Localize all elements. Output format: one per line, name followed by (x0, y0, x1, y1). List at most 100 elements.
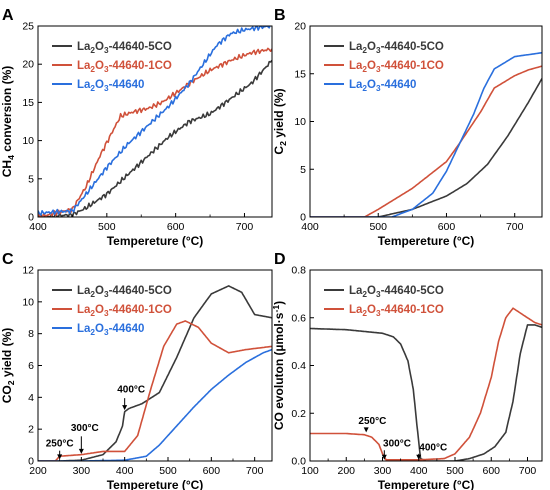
y-tick-label: 5 (300, 164, 306, 176)
y-tick-label: 0.2 (291, 408, 306, 420)
legend-label: La2O3-44640-1CO (349, 304, 444, 318)
y-tick-label: 0.8 (291, 265, 306, 277)
y-axis-label: C2 yield (%) (272, 88, 288, 154)
annotation-arrowhead (363, 427, 369, 433)
annotation-label: 250°C (46, 439, 74, 450)
annotation-arrowhead (78, 448, 84, 454)
panel-D: D 100 200 300 400 500 600 700 0.0 0.2 0.4 0.6 0.8 Tem… (271, 251, 543, 490)
annotation-label: 300°C (71, 423, 99, 434)
x-tick-label: 500 (446, 465, 464, 477)
x-tick-label: 500 (369, 221, 387, 233)
annotation-label: 300°C (383, 439, 411, 450)
y-tick-label: 20 (294, 21, 306, 33)
x-tick-label: 400 (116, 465, 134, 477)
y-tick-label: 10 (22, 135, 34, 147)
plot-frame (37, 25, 273, 218)
y-tick-label: 10 (22, 296, 34, 308)
legend-label: La2O3-44640 (77, 323, 144, 337)
y-tick-label: 15 (294, 68, 306, 80)
annotation-arrowhead (416, 454, 422, 460)
y-tick-label: 4 (28, 392, 34, 404)
series-line-black (310, 324, 542, 461)
panel-B: B 400 500 600 700 0 5 10 15 20 Tempereture (°C) C2 … (272, 7, 543, 248)
y-axis-label: CH4 conversion (%) (0, 66, 16, 178)
series-line-black (38, 59, 272, 217)
annotation-arrowhead (122, 405, 128, 411)
series-group (310, 307, 542, 461)
panel-label: A (2, 7, 14, 24)
series-group (38, 26, 272, 217)
annotation-arrowhead (381, 454, 387, 460)
y-tick-label: 10 (294, 116, 306, 128)
legend: La2O3-44640-5CO La2O3-44640-1CO La2O3-4464… (52, 41, 172, 93)
series-line-red (38, 320, 272, 461)
legend-label: La2O3-44640-5CO (77, 41, 172, 55)
legend: La2O3-44640-5CO La2O3-44640-1CO La2O3-4464… (52, 285, 172, 337)
y-tick-label: 0 (28, 456, 34, 468)
series-line-red (310, 65, 542, 217)
x-axis-label: Tempereture (°C) (107, 478, 204, 490)
panel-C: C 200 300 400 500 600 700 0 2 4 6 8 10 12 Tempereture … (0, 251, 273, 490)
series-line-red (310, 307, 542, 461)
legend-label: La2O3-44640-1CO (77, 60, 172, 74)
y-tick-label: 0 (300, 212, 306, 224)
x-tick-label: 400 (29, 221, 47, 233)
legend-label: La2O3-44640 (77, 79, 144, 93)
y-tick-label: 25 (22, 21, 34, 33)
panel-A: A 400 500 600 700 0 5 10 15 20 25 Tempereture (°C) C… (0, 7, 273, 248)
annotation-label: 400°C (117, 385, 145, 396)
x-tick-label: 200 (29, 465, 47, 477)
y-tick-label: 8 (28, 328, 34, 340)
x-tick-label: 700 (236, 221, 254, 233)
x-tick-label: 300 (374, 465, 392, 477)
series-line-blue (38, 348, 272, 461)
y-tick-label: 2 (28, 424, 34, 436)
x-tick-label: 100 (301, 465, 319, 477)
x-tick-label: 500 (98, 221, 116, 233)
y-axis-label: CO evoluton (µmol·s-1) (271, 301, 286, 430)
legend-label: La2O3-44640-5CO (77, 285, 172, 299)
y-tick-label: 15 (22, 97, 34, 109)
y-tick-label: 12 (22, 265, 34, 277)
legend-label: La2O3-44640-1CO (77, 304, 172, 318)
y-tick-label: 6 (28, 360, 34, 372)
panel-label: D (274, 251, 286, 268)
legend: La2O3-44640-5CO La2O3-44640-1CO (324, 285, 444, 318)
y-tick-label: 0.6 (291, 312, 306, 324)
legend-label: La2O3-44640 (349, 79, 416, 93)
x-tick-label: 300 (73, 465, 91, 477)
series-line-blue (38, 26, 272, 216)
plot-frame (309, 25, 543, 218)
annotations: 250°C 300°C 400°C (358, 416, 447, 460)
y-tick-label: 5 (28, 173, 34, 185)
legend-label: La2O3-44640-5CO (349, 41, 444, 55)
y-tick-label: 0 (28, 212, 34, 224)
x-tick-label: 400 (301, 221, 319, 233)
y-tick-label: 0.0 (291, 456, 306, 468)
series-line-black (310, 78, 542, 217)
x-tick-label: 700 (519, 465, 537, 477)
annotation-arrowhead (57, 454, 63, 460)
annotation-label: 400°C (419, 442, 447, 453)
x-tick-label: 200 (337, 465, 355, 477)
series-line-blue (310, 51, 542, 217)
x-tick-label: 700 (506, 221, 524, 233)
legend-label: La2O3-44640-1CO (349, 60, 444, 74)
x-tick-label: 600 (482, 465, 500, 477)
x-tick-label: 700 (246, 465, 264, 477)
panel-label: B (274, 7, 286, 24)
x-axis-label: Tempereture (°C) (107, 234, 204, 248)
y-tick-label: 20 (22, 59, 34, 71)
y-axis-label: CO2 yield (%) (0, 328, 16, 403)
series-group (38, 285, 272, 461)
x-tick-label: 400 (410, 465, 428, 477)
x-tick-label: 500 (159, 465, 177, 477)
panel-label: C (2, 251, 14, 268)
x-tick-label: 600 (167, 221, 185, 233)
x-axis-label: Tempereture (°C) (378, 478, 475, 490)
x-tick-label: 600 (438, 221, 456, 233)
annotation-label: 250°C (358, 416, 386, 427)
x-tick-label: 600 (203, 465, 221, 477)
series-line-red (38, 47, 272, 217)
